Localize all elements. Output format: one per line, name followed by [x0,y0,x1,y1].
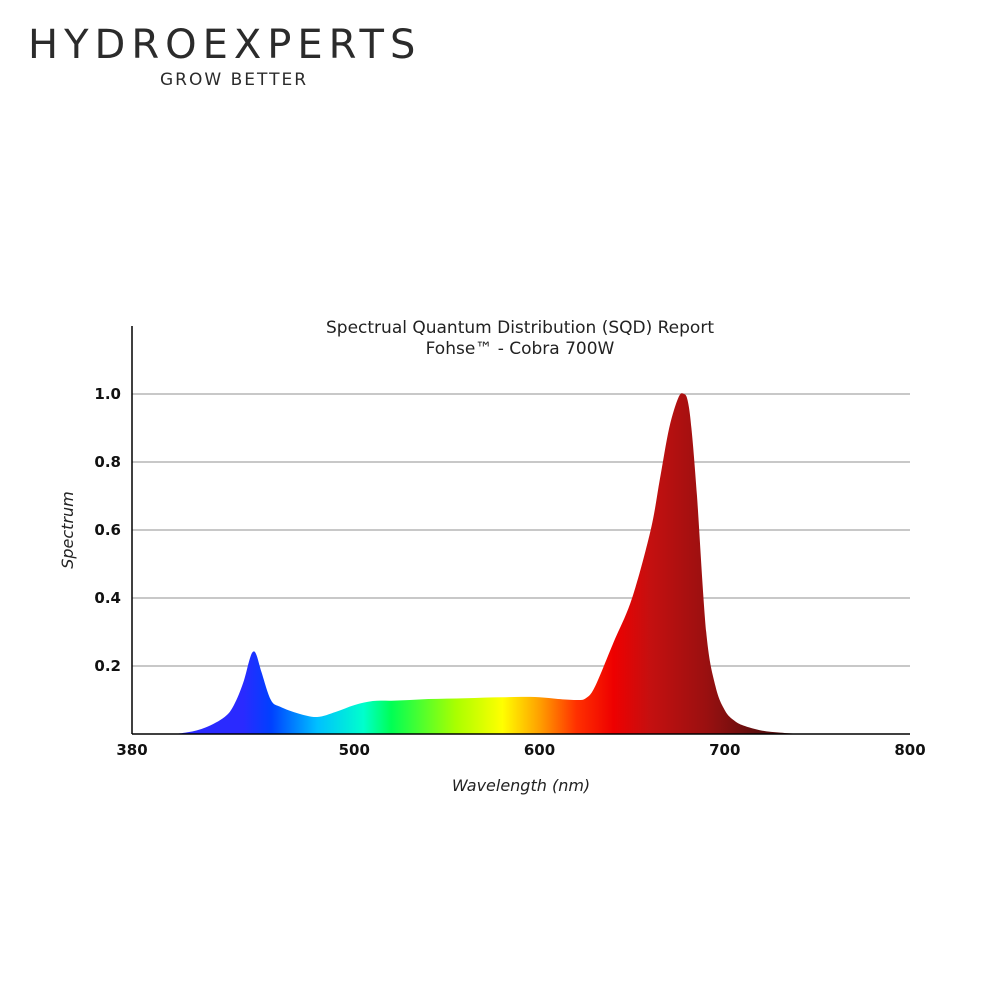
x-axis-label: Wavelength (nm) [452,776,590,795]
y-axis-label: Spectrum [58,491,77,569]
brand-tagline: GROW BETTER [160,70,309,90]
spectrum-area [132,393,910,734]
brand-name: HYDROEXPERTS [28,22,422,68]
y-tick-labels: 0.2 0.4 0.6 0.8 1.0 [94,385,121,675]
brand-logo: HYDROEXPERTS GROW BETTER [28,22,468,94]
x-tick-label: 800 [894,741,925,759]
x-tick-label: 700 [709,741,740,759]
chart-title: Spectrual Quantum Distribution (SQD) Rep… [326,318,714,338]
x-tick-label: 500 [339,741,370,759]
y-tick-label: 0.8 [94,453,121,471]
y-tick-label: 1.0 [94,385,121,403]
x-tick-label: 380 [116,741,147,759]
y-tick-label: 0.2 [94,657,121,675]
y-tick-label: 0.4 [94,589,121,607]
y-tick-label: 0.6 [94,521,121,539]
chart-subtitle: Fohse™ - Cobra 700W [426,339,615,359]
grid-lines [132,393,910,667]
x-tick-labels: 380 500 600 700 800 [116,741,925,759]
x-tick-label: 600 [524,741,555,759]
